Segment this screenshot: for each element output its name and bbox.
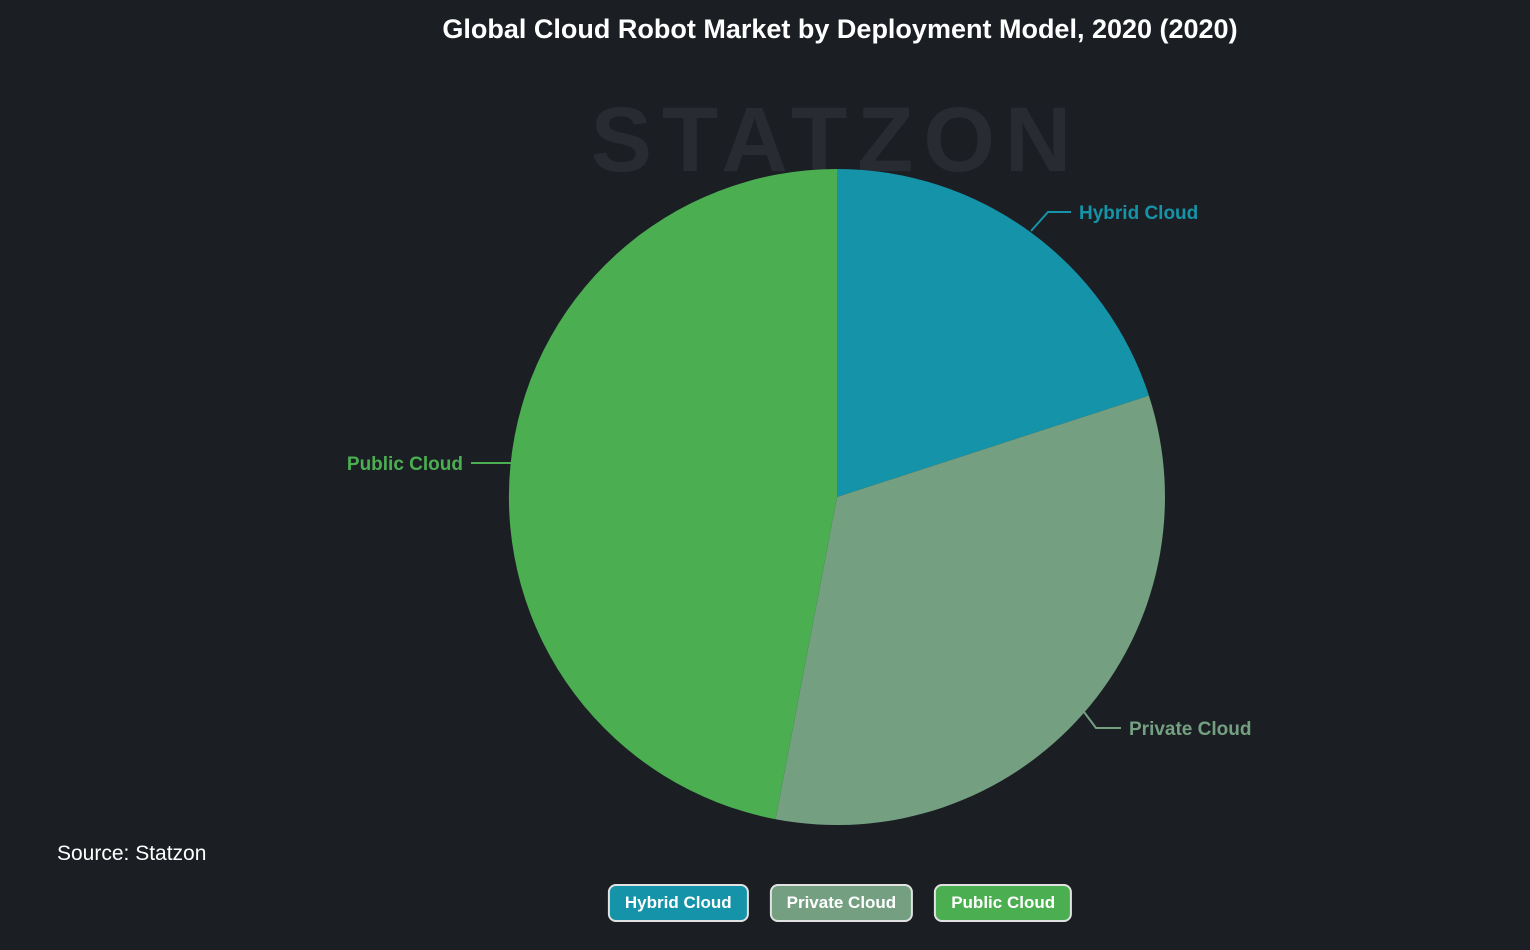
slice-label-hybrid-cloud: Hybrid Cloud [1079, 203, 1198, 224]
legend-item-private-cloud[interactable]: Private Cloud [769, 884, 914, 922]
slice-label-public-cloud: Public Cloud [347, 454, 463, 475]
legend-item-hybrid-cloud[interactable]: Hybrid Cloud [607, 884, 749, 922]
pie-slices [508, 169, 1165, 826]
pie-slice-private-cloud[interactable] [775, 395, 1165, 826]
legend: Hybrid Cloud Private Cloud Public Cloud [607, 884, 1073, 922]
legend-item-public-cloud[interactable]: Public Cloud [934, 884, 1073, 922]
source-text: Source: Statzon [57, 842, 207, 865]
slice-label-private-cloud: Private Cloud [1129, 719, 1251, 740]
connector-private-cloud [1080, 707, 1121, 729]
chart-title: Global Cloud Robot Market by Deployment … [442, 14, 1238, 44]
pie-slice-hybrid-cloud[interactable] [837, 169, 1149, 497]
pie-slice-public-cloud[interactable] [508, 169, 837, 820]
connector-hybrid-cloud [1030, 211, 1071, 232]
